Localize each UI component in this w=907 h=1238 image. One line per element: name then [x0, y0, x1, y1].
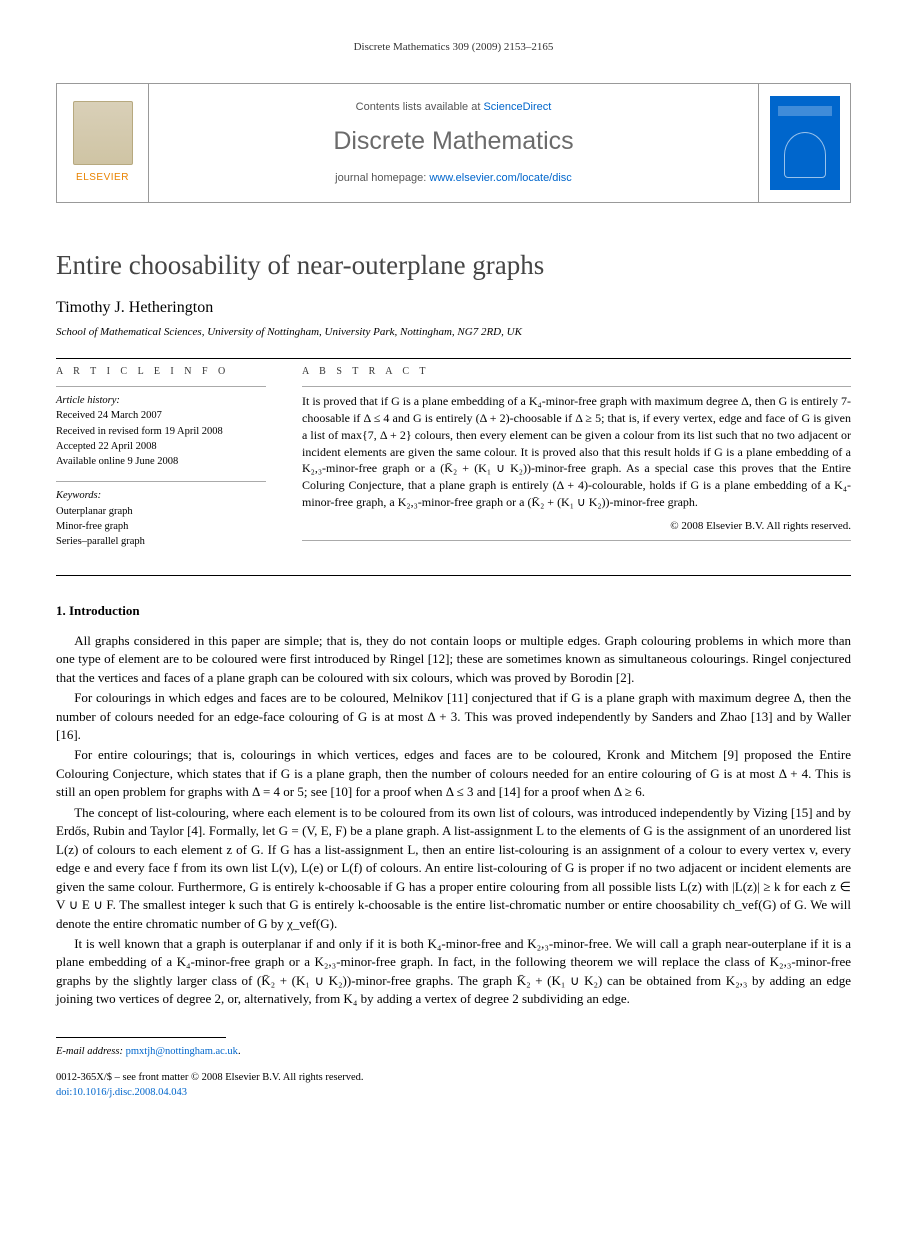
keyword-item: Minor-free graph [56, 519, 266, 534]
article-info-column: A R T I C L E I N F O Article history: R… [56, 365, 266, 561]
contents-prefix: Contents lists available at [356, 101, 484, 113]
front-matter-line: 0012-365X/$ – see front matter © 2008 El… [56, 1070, 851, 1086]
body-paragraph: It is well known that a graph is outerpl… [56, 935, 851, 1009]
history-label: Article history: [56, 393, 266, 408]
email-suffix: . [238, 1046, 241, 1057]
body-paragraph: The concept of list-colouring, where eac… [56, 804, 851, 933]
abstract-text: It is proved that if G is a plane embedd… [302, 393, 851, 511]
info-rule-2 [56, 481, 266, 482]
keywords-block: Keywords: Outerplanar graph Minor-free g… [56, 488, 266, 549]
homepage-prefix: journal homepage: [335, 172, 429, 184]
author-affiliation: School of Mathematical Sciences, Univers… [56, 325, 851, 340]
info-abstract-row: A R T I C L E I N F O Article history: R… [56, 365, 851, 561]
abstract-rule-bottom [302, 540, 851, 541]
body-paragraph: For entire colourings; that is, colourin… [56, 746, 851, 801]
footnote-rule [56, 1037, 226, 1038]
doi-line: doi:10.1016/j.disc.2008.04.043 [56, 1085, 851, 1101]
abstract-column: A B S T R A C T It is proved that if G i… [302, 365, 851, 561]
info-rule-1 [56, 386, 266, 387]
footer-block: E-mail address: pmxtjh@nottingham.ac.uk.… [56, 1044, 851, 1101]
keyword-item: Series–parallel graph [56, 534, 266, 549]
section-1-heading: 1. Introduction [56, 602, 851, 620]
history-item: Available online 9 June 2008 [56, 454, 266, 469]
abstract-rule [302, 386, 851, 387]
article-info-heading: A R T I C L E I N F O [56, 365, 266, 379]
journal-homepage-line: journal homepage: www.elsevier.com/locat… [335, 171, 572, 186]
article-title: Entire choosability of near-outerplane g… [56, 247, 851, 283]
article-history-block: Article history: Received 24 March 2007 … [56, 393, 266, 469]
keywords-label: Keywords: [56, 488, 266, 503]
journal-banner: ELSEVIER Contents lists available at Sci… [56, 83, 851, 203]
abstract-copyright: © 2008 Elsevier B.V. All rights reserved… [302, 519, 851, 534]
sciencedirect-link[interactable]: ScienceDirect [483, 101, 551, 113]
journal-cover-icon [770, 96, 840, 190]
publisher-logo-block: ELSEVIER [57, 84, 149, 202]
doi-link[interactable]: 10.1016/j.disc.2008.04.043 [72, 1087, 187, 1098]
running-head: Discrete Mathematics 309 (2009) 2153–216… [56, 40, 851, 55]
rule-top [56, 358, 851, 359]
history-item: Received in revised form 19 April 2008 [56, 424, 266, 439]
body-paragraph: All graphs considered in this paper are … [56, 632, 851, 687]
history-item: Received 24 March 2007 [56, 408, 266, 423]
body-paragraph: For colourings in which edges and faces … [56, 689, 851, 744]
homepage-link[interactable]: www.elsevier.com/locate/disc [429, 172, 571, 184]
abstract-heading: A B S T R A C T [302, 365, 851, 379]
email-link[interactable]: pmxtjh@nottingham.ac.uk [126, 1046, 238, 1057]
journal-cover-block [758, 84, 850, 202]
doi-label: doi: [56, 1087, 72, 1098]
contents-available-line: Contents lists available at ScienceDirec… [356, 100, 552, 115]
keyword-item: Outerplanar graph [56, 504, 266, 519]
rule-bottom [56, 575, 851, 576]
history-item: Accepted 22 April 2008 [56, 439, 266, 454]
journal-name: Discrete Mathematics [333, 125, 573, 159]
author-name: Timothy J. Hetherington [56, 297, 851, 319]
email-label: E-mail address: [56, 1046, 126, 1057]
elsevier-tree-icon [73, 101, 133, 165]
publisher-name: ELSEVIER [76, 171, 129, 185]
email-line: E-mail address: pmxtjh@nottingham.ac.uk. [56, 1044, 851, 1060]
banner-center: Contents lists available at ScienceDirec… [149, 84, 758, 202]
